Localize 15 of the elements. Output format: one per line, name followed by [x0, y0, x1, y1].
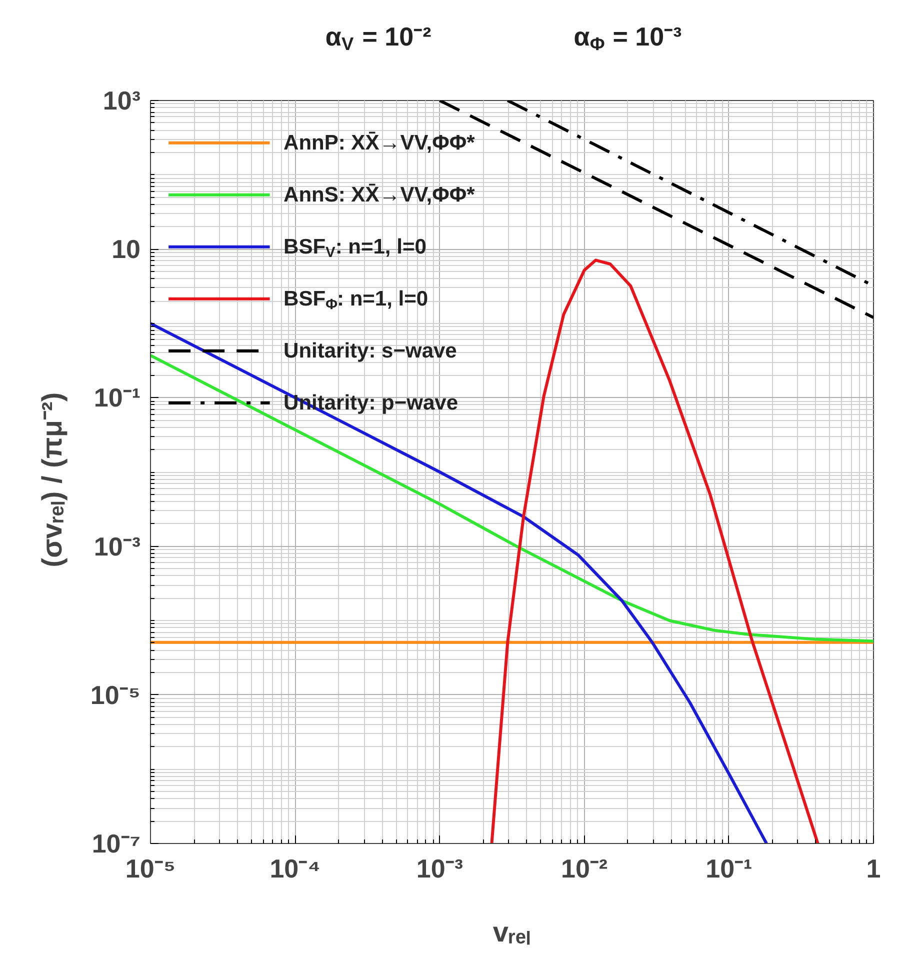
- x-tick-label: 10⁻²: [561, 854, 608, 884]
- x-tick-label: 10⁻⁴: [270, 854, 320, 884]
- y-axis-title: (σvᵣₑₗ) / (πμ⁻²): [36, 392, 68, 568]
- legend-label: AnnP: XX̄→VV,ΦΦ*: [284, 130, 476, 154]
- x-axis-title: vᵣₑₗ: [492, 916, 532, 948]
- legend-label: Unitarity: s−wave: [284, 339, 457, 362]
- y-tick-label: 10⁻¹: [94, 382, 140, 413]
- x-tick-label: 10⁻¹: [706, 854, 752, 884]
- y-tick-label: 10: [112, 234, 140, 264]
- x-tick-label: 10⁻³: [416, 854, 464, 884]
- y-tick-label: 10⁻⁵: [90, 680, 141, 710]
- y-tick-label: 10⁻³: [94, 531, 141, 562]
- legend-label: AnnS: XX̄→VV,ΦΦ*: [284, 182, 476, 206]
- y-tick-label: 10³: [102, 86, 141, 116]
- x-tick-label: 1: [866, 854, 881, 884]
